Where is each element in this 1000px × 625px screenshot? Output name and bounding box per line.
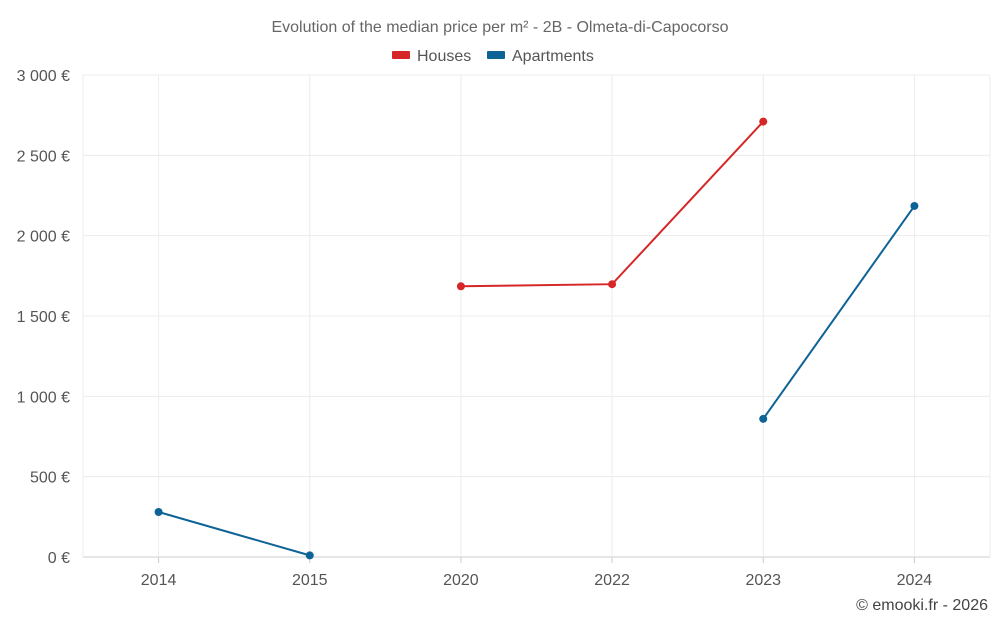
x-tick-label: 2022 (594, 572, 630, 589)
series-houses (456, 117, 768, 291)
y-tick-label: 1 000 € (17, 389, 70, 406)
data-point-apartments[interactable] (305, 551, 314, 560)
y-axis-ticks: 0 € 500 € 1 000 € 1 500 € 2 000 € 2 500 € 3 00… (17, 68, 70, 567)
legend-item-apartments[interactable]: Apartments (487, 48, 594, 65)
y-tick-label: 0 € (48, 550, 70, 567)
legend-label-apartments: Apartments (512, 48, 594, 65)
legend-item-houses[interactable]: Houses (392, 48, 471, 65)
series-line-apartments (762, 205, 916, 420)
x-tick-label: 2023 (745, 572, 781, 589)
credit-text: © emooki.fr - 2026 (856, 597, 988, 614)
legend-label-houses: Houses (417, 48, 471, 65)
legend-swatch-apartments (487, 51, 505, 59)
grid (82, 74, 991, 563)
y-tick-label: 2 500 € (17, 148, 70, 165)
data-point-apartments[interactable] (910, 201, 919, 210)
legend-swatch-houses (392, 51, 410, 59)
data-point-houses[interactable] (456, 282, 465, 291)
y-tick-label: 2 000 € (17, 229, 70, 246)
data-point-apartments[interactable] (759, 414, 768, 423)
legend: Houses Apartments (392, 48, 594, 65)
x-tick-label: 2024 (897, 572, 933, 589)
x-axis-ticks: 2014 2015 2020 2022 2023 2024 (141, 572, 933, 589)
y-tick-label: 1 500 € (17, 309, 70, 326)
x-tick-label: 2014 (141, 572, 177, 589)
x-tick-label: 2020 (443, 572, 479, 589)
series-apartments (154, 201, 919, 560)
y-tick-label: 3 000 € (17, 68, 70, 85)
y-tick-label: 500 € (30, 470, 70, 487)
data-point-houses[interactable] (608, 280, 617, 289)
series (154, 117, 919, 560)
series-line-apartments (158, 511, 311, 557)
data-point-apartments[interactable] (154, 508, 163, 517)
x-tick-label: 2015 (292, 572, 328, 589)
data-point-houses[interactable] (759, 117, 768, 126)
chart-title: Evolution of the median price per m² - 2… (271, 19, 728, 36)
